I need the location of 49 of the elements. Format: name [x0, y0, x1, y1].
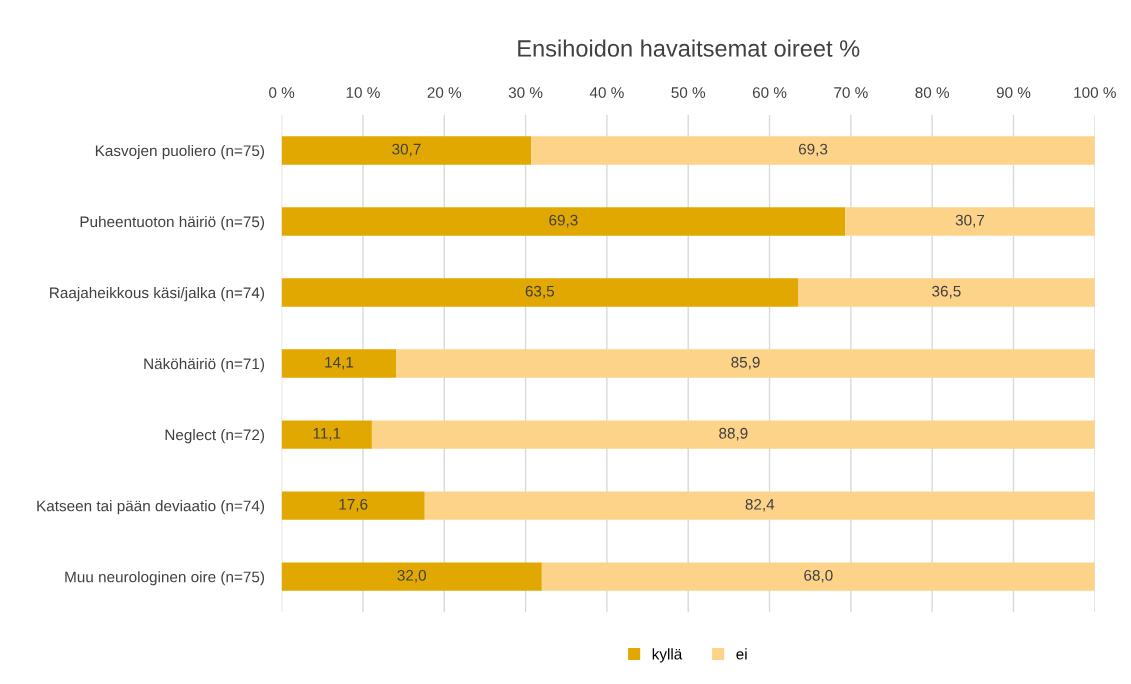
y-tick-label: Muu neurologinen oire (n=75) [65, 571, 265, 586]
y-tick-label: Puheentuoton häiriö (n=75) [80, 215, 265, 231]
y-tick-label: Raajaheikkous käsi/jalka (n=74) [50, 286, 265, 302]
x-tick-label: 90 % [996, 87, 1031, 98]
data-label: 30,7 [955, 214, 985, 228]
data-label: 14,1 [325, 356, 354, 370]
x-tick-label: 10 % [346, 87, 380, 98]
data-label: 32,0 [397, 569, 426, 583]
bar [541, 562, 1095, 591]
data-label: 11,1 [313, 428, 341, 441]
bar [531, 136, 1095, 165]
data-label: 82,4 [745, 498, 775, 512]
data-label: 17,6 [339, 498, 368, 512]
data-label: 30,7 [392, 143, 421, 157]
data-label: 63,5 [525, 285, 555, 299]
bar [281, 491, 425, 520]
x-tick-label: 80 % [915, 87, 950, 98]
y-tick-label: Katseen tai pään deviaatio (n=74) [37, 500, 265, 515]
bar [845, 207, 1095, 236]
bar [281, 207, 846, 236]
data-label: 68,0 [804, 569, 833, 583]
y-tick-label: Kasvojen puoliero (n=75) [95, 144, 265, 160]
chart-title: Ensihoidon havaitsemat oireet % [518, 39, 860, 57]
bar [797, 278, 1095, 307]
x-tick-label: 30 % [508, 87, 543, 98]
bar [396, 349, 1095, 378]
x-tick-label: 60 % [752, 87, 787, 98]
y-tick-label: Näköhäiriö (n=71) [144, 358, 265, 373]
legend-label: kyllä [652, 648, 683, 663]
bar [281, 136, 532, 165]
legend-label: ei [736, 648, 747, 660]
bar [424, 491, 1095, 520]
data-label: 36,5 [932, 285, 961, 299]
x-tick-label: 50 % [671, 87, 706, 98]
x-tick-label: 20 % [427, 87, 462, 98]
bar [281, 349, 397, 378]
data-label: 69,3 [798, 143, 828, 157]
x-tick-label: 100 % [1074, 87, 1116, 98]
bar [281, 278, 798, 307]
x-tick-label: 70 % [834, 87, 868, 98]
bar [281, 420, 372, 449]
y-tick-label: Neglect (n=72) [165, 429, 265, 444]
bar [371, 420, 1095, 449]
x-tick-label: 40 % [589, 87, 624, 98]
x-tick-label: 0 % [269, 87, 295, 98]
data-label: 88,9 [719, 427, 748, 441]
data-label: 85,9 [731, 356, 760, 370]
data-label: 69,3 [549, 214, 578, 228]
bar [281, 562, 542, 591]
